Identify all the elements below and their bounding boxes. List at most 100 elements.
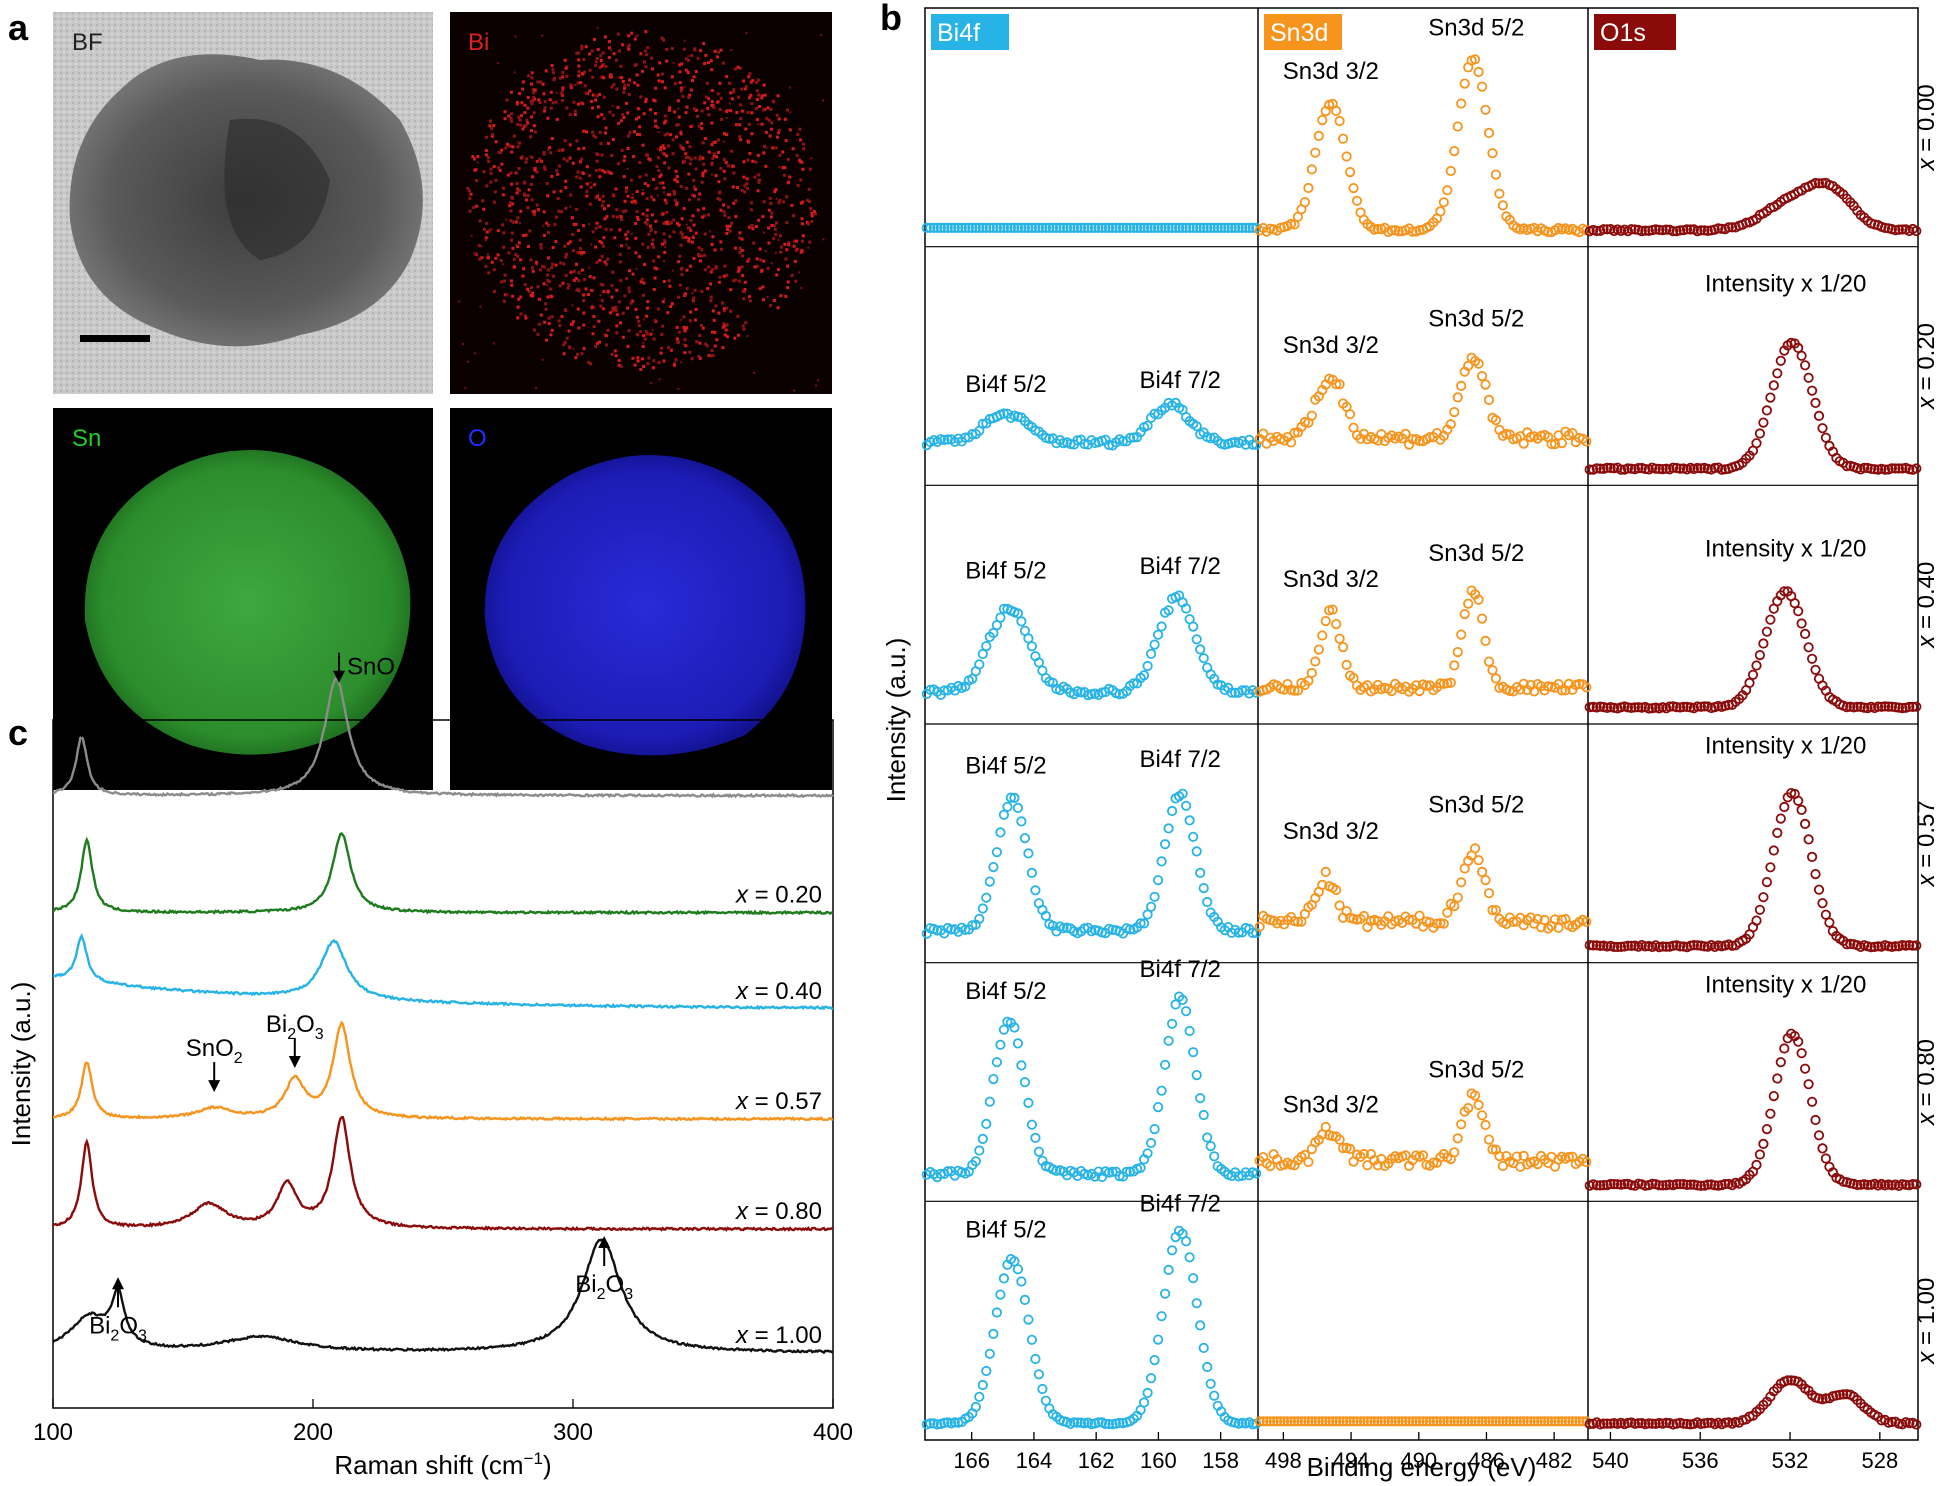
bi-dot [501,186,505,190]
xps-spectrum-Sn3d-row2 [1254,585,1592,697]
xps-point [1362,1416,1373,1427]
bi-dot [515,102,519,106]
xps-point [1598,224,1609,235]
xps-point [1643,703,1654,714]
bi-dot [656,148,659,150]
xps-point [942,222,953,233]
bi-dot [698,157,702,161]
bi-dot [694,231,698,235]
bi-dot [636,133,640,136]
bi-dot [617,363,621,367]
xps-point [1289,1416,1300,1427]
bi-dot [737,95,741,99]
raman-annotation-sub2: 3 [315,1026,324,1043]
bi-dot [511,294,515,298]
bi-dot [646,245,650,249]
xps-point [967,222,978,233]
bi-dot [485,135,489,139]
bi-dot [550,64,554,67]
bi-dot [651,67,655,71]
xps-point [1351,1416,1363,1427]
xps-point [1893,463,1905,474]
xps-point [1483,127,1495,138]
bi-dot [622,175,626,179]
raman-series-3 [52,1020,834,1122]
bi-dot [641,192,645,196]
bi-dot [722,140,725,143]
xps-point [1900,1179,1911,1190]
bi-dot [660,72,664,76]
raman-series-0 [52,677,834,799]
xps-point [984,222,995,233]
bi-dot [744,321,748,325]
bi-dot [777,117,781,121]
bi-dot [757,78,760,82]
xps-point [1023,222,1034,233]
xps-point [988,861,999,873]
xps-point [1428,1157,1439,1168]
xps-point [1883,701,1894,712]
bi-dot [621,43,624,47]
bi-dot [492,124,496,128]
xps-point [1480,874,1491,886]
xps-row-label-var: x [1913,635,1940,649]
bi-dot [636,359,640,363]
raman-tick-label: 200 [293,1419,333,1446]
bi-dot [602,117,606,121]
xps-point [1348,1416,1359,1427]
xps-point [1135,222,1146,233]
bi-dot [508,204,512,208]
bi-dot [707,61,710,65]
bi-dot [691,292,694,295]
xps-point [1477,81,1488,92]
xps-annotation: Bi4f 5/2 [965,752,1046,779]
bi-dot [664,201,668,205]
xps-point [1383,1416,1394,1427]
xps-point [1581,436,1592,447]
bi-dot [611,113,615,117]
xps-point [977,903,988,914]
bi-dot [503,279,506,283]
bi-dot [763,144,766,148]
bi-dot [615,324,619,328]
xps-point [1911,463,1922,474]
panel-label-c: c [8,712,28,753]
xps-point [1012,1264,1024,1275]
bi-dot [519,222,521,225]
bi-dot [710,89,714,92]
bi-dot [591,130,595,134]
bi-dot [599,282,603,286]
bi-dot [651,328,654,331]
bi-dot [531,266,535,270]
xps-point [1671,1179,1682,1190]
bi-dot [533,130,537,134]
bi-dot [497,166,501,170]
xps-point [1716,223,1727,234]
bi-dot [809,207,813,211]
bi-dot [659,351,663,355]
xps-point [1054,222,1066,233]
bi-dot [810,220,814,223]
bi-dot [689,88,693,92]
bi-dot [627,290,631,294]
xps-point [1532,1159,1543,1170]
bi-dot [526,95,530,99]
bi-dot [579,81,583,84]
bi-dot [485,230,489,234]
bi-dot [675,123,679,127]
bi-dot [627,134,630,138]
bi-dot [700,323,703,327]
bi-dot [692,194,696,198]
xps-point [1511,1416,1522,1427]
bi-dot [602,76,606,80]
bi-dot [794,248,798,252]
tile-o: O [450,408,832,790]
xps-point [1044,433,1055,444]
xps-point [1191,1298,1202,1309]
xps-point [974,1391,985,1402]
xps-point [1664,701,1675,712]
xps-point [1275,1416,1286,1427]
bi-dot [609,73,613,77]
xps-point [1813,410,1825,421]
xps-point [1629,702,1641,713]
